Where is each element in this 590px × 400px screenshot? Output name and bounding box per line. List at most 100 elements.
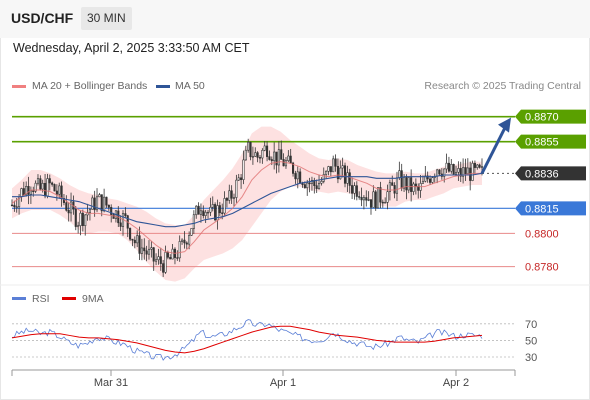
candle-body-down [176, 257, 179, 259]
candle [39, 175, 42, 191]
candle [98, 192, 101, 198]
candle-body-up [320, 181, 323, 184]
candle-body-down [360, 197, 363, 201]
candle-body-up [103, 196, 106, 212]
candle-body-down [185, 242, 188, 245]
candle-body-down [336, 166, 339, 180]
candle-body-down [202, 210, 205, 216]
candle-body-up [412, 183, 415, 192]
candle-body-up [339, 167, 342, 180]
candle [159, 247, 162, 271]
candle [464, 158, 467, 181]
candle [476, 163, 479, 170]
candle-body-down [51, 182, 54, 185]
candle-body-down [303, 184, 306, 189]
candle [367, 191, 370, 202]
candle-body-down [478, 164, 481, 168]
candle [129, 227, 132, 242]
candle [391, 175, 394, 186]
level-value: 0.8815 [525, 203, 559, 215]
candle-body-up [386, 191, 389, 203]
candle-body-up [20, 188, 23, 198]
candle-body-down [13, 204, 16, 208]
candle [254, 147, 257, 157]
candle-body-up [424, 175, 427, 182]
ma20-legend-label: MA 20 + Bollinger Bands [32, 80, 148, 92]
candle-body-up [261, 149, 264, 159]
candle-body-up [46, 178, 49, 197]
candle-body-up [450, 164, 453, 172]
candle [107, 204, 110, 211]
candle-body-down [358, 196, 361, 198]
candle-body-up [407, 177, 410, 191]
candle-body-down [289, 155, 292, 164]
candle [362, 195, 365, 210]
candle-body-down [428, 178, 432, 183]
candle [13, 200, 16, 212]
candle [473, 160, 476, 175]
candle-body-up [58, 185, 61, 195]
candle-body-up [296, 171, 299, 180]
candle-body-up [242, 159, 245, 180]
candle-body-up [362, 197, 365, 201]
candle-body-down [315, 185, 318, 189]
candle [105, 196, 108, 208]
support-level-label-4: 0.8800 [525, 228, 559, 240]
candle [225, 197, 228, 208]
candle [348, 168, 351, 194]
candle [462, 158, 465, 184]
candle-body-up [263, 145, 266, 151]
candle [372, 185, 375, 208]
candle-body-up [190, 228, 193, 236]
candle [308, 177, 311, 193]
resistance-level-label-0: 0.8870 [515, 109, 586, 124]
header-bar: USD/CHF 30 MIN [0, 0, 590, 38]
candle [256, 151, 259, 163]
candle [266, 141, 269, 162]
candle [133, 236, 136, 249]
candle-body-down [369, 199, 373, 208]
candle [91, 195, 94, 210]
candle-body-up [136, 235, 139, 244]
candle [351, 177, 354, 199]
x-tick-label: Apr 1 [270, 377, 296, 389]
candle-body-down [355, 185, 358, 197]
candle-body-down [100, 194, 103, 212]
candle [171, 243, 174, 260]
candle-body-down [230, 190, 233, 199]
timeframe-badge[interactable]: 30 MIN [81, 7, 132, 30]
level-tag [515, 201, 586, 216]
rsi-tick-label-50: 50 [525, 335, 537, 347]
candle [317, 174, 321, 190]
candle [353, 182, 356, 200]
candle-body-up [277, 149, 280, 166]
candle [69, 192, 73, 222]
candle-body-down [60, 185, 63, 199]
candle-body-down [258, 157, 262, 159]
candle-body-down [268, 156, 271, 160]
candle [325, 170, 328, 179]
candle [178, 235, 181, 262]
ma50-legend-label: MA 50 [175, 80, 205, 92]
candle [202, 205, 205, 219]
candle-body-down [197, 205, 200, 215]
candle-body-up [244, 149, 247, 161]
candle-body-up [41, 182, 44, 190]
candle [336, 158, 339, 184]
candle-body-down [129, 227, 132, 240]
level-value: 0.8780 [525, 262, 559, 274]
candle-body-up [341, 165, 344, 169]
candle-body-up [178, 241, 181, 259]
candle [438, 169, 441, 176]
candle [261, 148, 264, 164]
candle-body-down [410, 177, 413, 192]
candle [240, 174, 243, 189]
candle-body-up [235, 179, 238, 198]
candle [377, 187, 380, 209]
level-tag [515, 134, 586, 149]
candle [162, 259, 165, 277]
candle-body-down [214, 204, 217, 221]
candle-body-up [322, 174, 325, 182]
candle [343, 162, 347, 188]
candle-body-down [464, 167, 467, 175]
